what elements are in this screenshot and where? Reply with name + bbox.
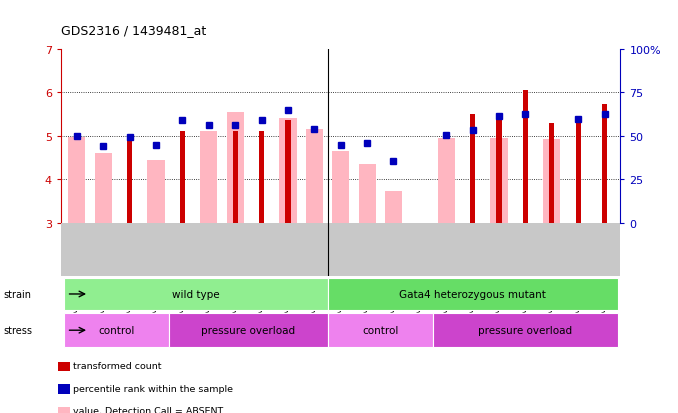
Bar <box>385 192 402 223</box>
Text: pressure overload: pressure overload <box>201 325 296 335</box>
Bar <box>543 140 560 223</box>
Text: transformed count: transformed count <box>73 361 162 370</box>
Text: control: control <box>362 325 399 335</box>
Bar <box>233 132 238 223</box>
Text: wild type: wild type <box>172 289 220 299</box>
Bar <box>602 105 607 223</box>
Bar <box>523 91 528 223</box>
Bar <box>496 115 502 223</box>
Text: value, Detection Call = ABSENT: value, Detection Call = ABSENT <box>73 406 224 413</box>
Bar <box>200 132 218 223</box>
Bar <box>68 138 85 223</box>
Bar <box>306 130 323 223</box>
Bar <box>576 120 581 223</box>
Bar <box>490 138 508 223</box>
Text: strain: strain <box>3 289 31 299</box>
Bar <box>226 112 243 223</box>
Bar <box>332 152 349 223</box>
Bar <box>359 164 376 223</box>
Bar <box>285 121 291 223</box>
Bar <box>259 132 264 223</box>
Bar <box>95 154 112 223</box>
Bar <box>470 115 475 223</box>
Bar <box>438 138 455 223</box>
Bar <box>64 278 327 310</box>
Text: stress: stress <box>3 325 33 335</box>
Bar <box>127 138 132 223</box>
Text: GDS2316 / 1439481_at: GDS2316 / 1439481_at <box>61 24 206 37</box>
Bar <box>64 314 170 347</box>
Bar <box>327 278 618 310</box>
Bar <box>279 119 296 223</box>
Text: percentile rank within the sample: percentile rank within the sample <box>73 384 233 393</box>
Bar <box>327 314 433 347</box>
Text: Gata4 heterozygous mutant: Gata4 heterozygous mutant <box>399 289 546 299</box>
Bar <box>433 314 618 347</box>
Bar <box>147 160 165 223</box>
Bar <box>180 132 185 223</box>
Bar <box>549 123 555 223</box>
Text: pressure overload: pressure overload <box>478 325 572 335</box>
Bar <box>170 314 327 347</box>
Text: control: control <box>98 325 135 335</box>
